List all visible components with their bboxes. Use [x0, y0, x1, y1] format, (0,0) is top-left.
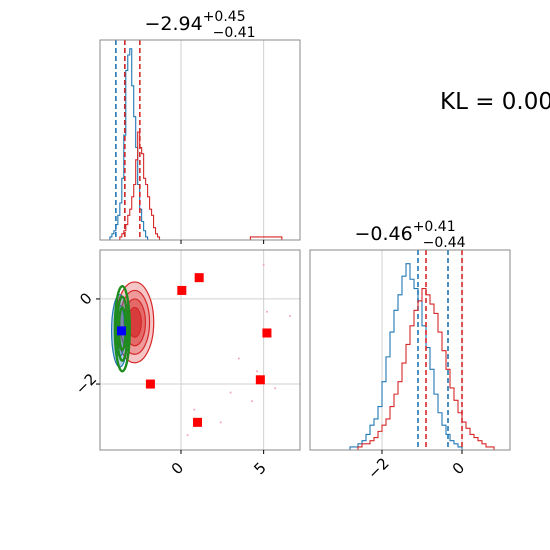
- scatter-sample-point: [193, 408, 196, 411]
- kl-annotation: KL = 0.00: [440, 89, 550, 115]
- hist-y-tick-label: 0: [449, 459, 468, 478]
- green-contour-level: [113, 284, 131, 373]
- red-square-marker: [193, 417, 203, 427]
- hist-x-title-minus: −0.41: [213, 25, 256, 41]
- hist-x-title-median: −2.94: [144, 13, 202, 35]
- hist-y-tick-label: −2: [364, 454, 392, 482]
- red-square-marker: [255, 375, 265, 385]
- hist-y-red-series: [310, 288, 510, 451]
- hist-x-title: −2.94+0.45 −0.41: [144, 9, 255, 41]
- blue-square-marker: [116, 326, 126, 336]
- scatter-sample-point: [289, 314, 292, 317]
- scatter-y-tick-label: −2: [72, 370, 100, 398]
- hist-y-frame: [309, 249, 511, 451]
- hist-x-panel: −2.94+0.45 −0.41: [99, 9, 301, 244]
- scatter-sample-point: [219, 421, 222, 424]
- scatter-frame: [99, 249, 301, 451]
- red-square-marker: [177, 285, 187, 295]
- hist-y-title-plus: +0.41: [413, 219, 456, 235]
- hist-y-blue-series: [310, 263, 510, 451]
- hist-y-title: −0.46+0.41 −0.44: [354, 219, 465, 251]
- hist-y-panel: −0.46+0.41 −0.44 −2 0: [309, 219, 511, 483]
- scatter-sample-point: [186, 434, 189, 437]
- hist-x-red-series: [100, 131, 162, 241]
- scatter-x-tick-label: 0: [168, 459, 187, 478]
- scatter-sample-point: [265, 310, 268, 313]
- scatter-sample-point: [229, 391, 232, 394]
- hist-x-frame: [99, 39, 301, 241]
- scatter-sample-point: [237, 357, 240, 360]
- red-square-marker: [145, 379, 155, 389]
- scatter-sample-point: [274, 387, 277, 390]
- hist-x-title-plus: +0.45: [203, 9, 246, 25]
- hist-y-title-median: −0.46: [354, 223, 412, 245]
- hist-x-red-tail: [249, 236, 283, 240]
- scatter-panel: 0 5 0 −2: [72, 249, 301, 478]
- scatter-sample-point: [256, 370, 259, 373]
- scatter-sample-point: [262, 263, 265, 266]
- hist-y-title-minus: −0.44: [423, 235, 466, 251]
- red-square-marker: [194, 273, 204, 283]
- scatter-x-tick-label: 5: [250, 459, 269, 478]
- scatter-y-tick-label: 0: [76, 289, 95, 308]
- hist-x-blue-series: [100, 48, 152, 241]
- scatter-sample-point: [251, 400, 254, 403]
- red-square-marker: [262, 328, 272, 338]
